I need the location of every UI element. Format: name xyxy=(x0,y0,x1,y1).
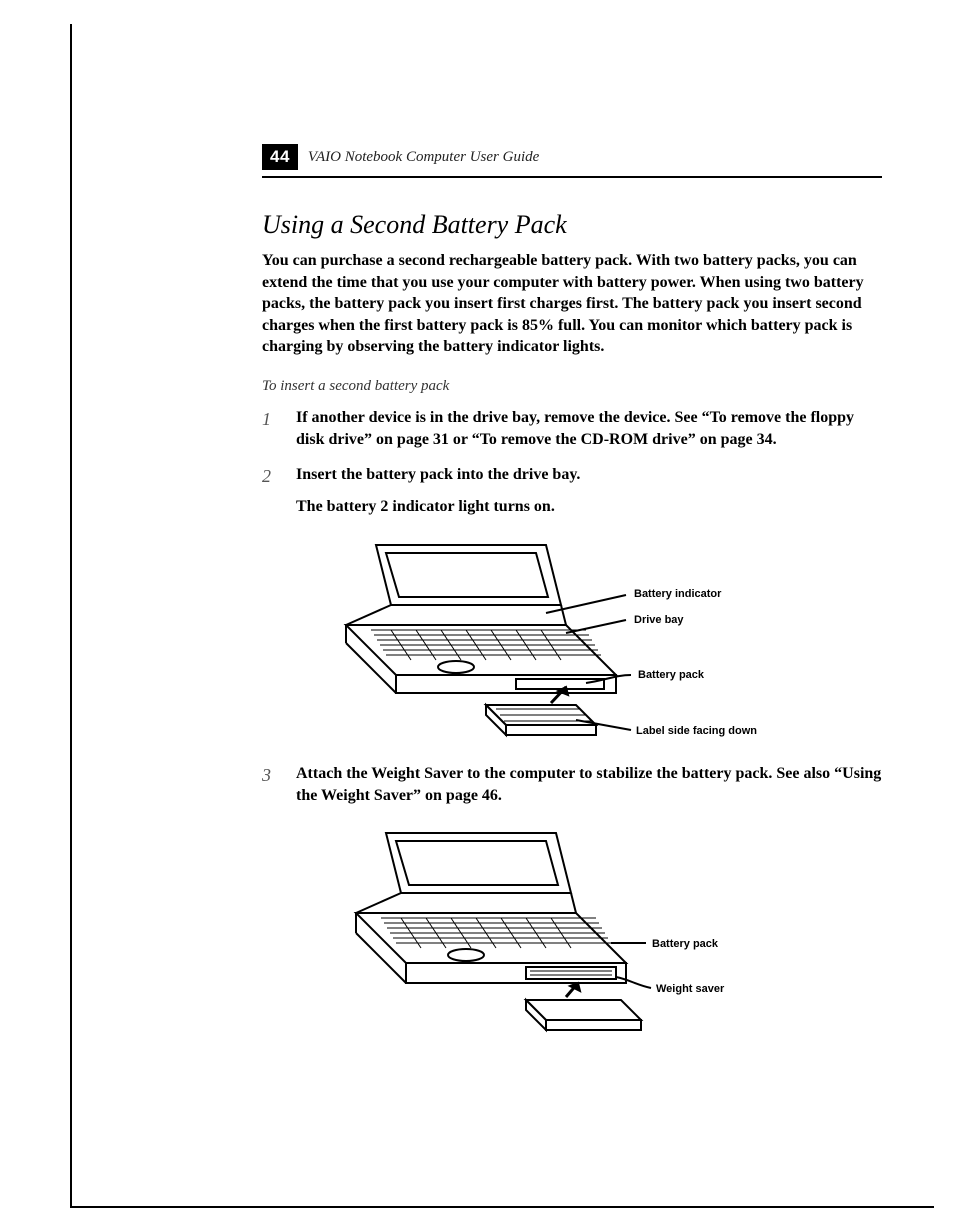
step-2-text: Insert the battery pack into the drive b… xyxy=(296,466,580,483)
fig2-label-weight-saver: Weight saver xyxy=(656,983,725,995)
step-3: Attach the Weight Saver to the computer … xyxy=(262,763,882,1044)
guide-title: VAIO Notebook Computer User Guide xyxy=(308,149,539,166)
step-1-text: If another device is in the drive bay, r… xyxy=(296,409,854,448)
running-head: 44 VAIO Notebook Computer User Guide xyxy=(262,144,882,170)
step-3-text: Attach the Weight Saver to the computer … xyxy=(296,765,881,804)
intro-paragraph: You can purchase a second rechargeable b… xyxy=(262,250,882,358)
scan-page: 44 VAIO Notebook Computer User Guide Usi… xyxy=(0,0,954,1228)
step-1: If another device is in the drive bay, r… xyxy=(262,407,882,450)
fig1-label-label-side: Label side facing down xyxy=(636,725,757,737)
step-2: Insert the battery pack into the drive b… xyxy=(262,464,882,745)
fig1-label-battery-indicator: Battery indicator xyxy=(634,588,722,600)
page-frame: 44 VAIO Notebook Computer User Guide Usi… xyxy=(70,24,934,1208)
header-rule xyxy=(262,176,882,178)
sub-heading: To insert a second battery pack xyxy=(262,378,882,395)
steps-list: If another device is in the drive bay, r… xyxy=(262,407,882,1045)
fig1-label-drive-bay: Drive bay xyxy=(634,614,684,626)
page-content: 44 VAIO Notebook Computer User Guide Usi… xyxy=(262,144,882,1063)
fig2-label-battery-pack: Battery pack xyxy=(652,938,719,950)
page-number: 44 xyxy=(262,144,298,170)
figure-1: Battery indicator Drive bay Battery pack… xyxy=(316,535,882,745)
figure-2: Battery pack Weight saver xyxy=(316,825,882,1045)
laptop-diagram-2-icon: Battery pack Weight saver xyxy=(316,825,776,1045)
step-2-sub: The battery 2 indicator light turns on. xyxy=(296,496,882,518)
laptop-diagram-1-icon: Battery indicator Drive bay Battery pack… xyxy=(316,535,776,745)
fig1-label-battery-pack: Battery pack xyxy=(638,669,705,681)
section-title: Using a Second Battery Pack xyxy=(262,210,882,240)
